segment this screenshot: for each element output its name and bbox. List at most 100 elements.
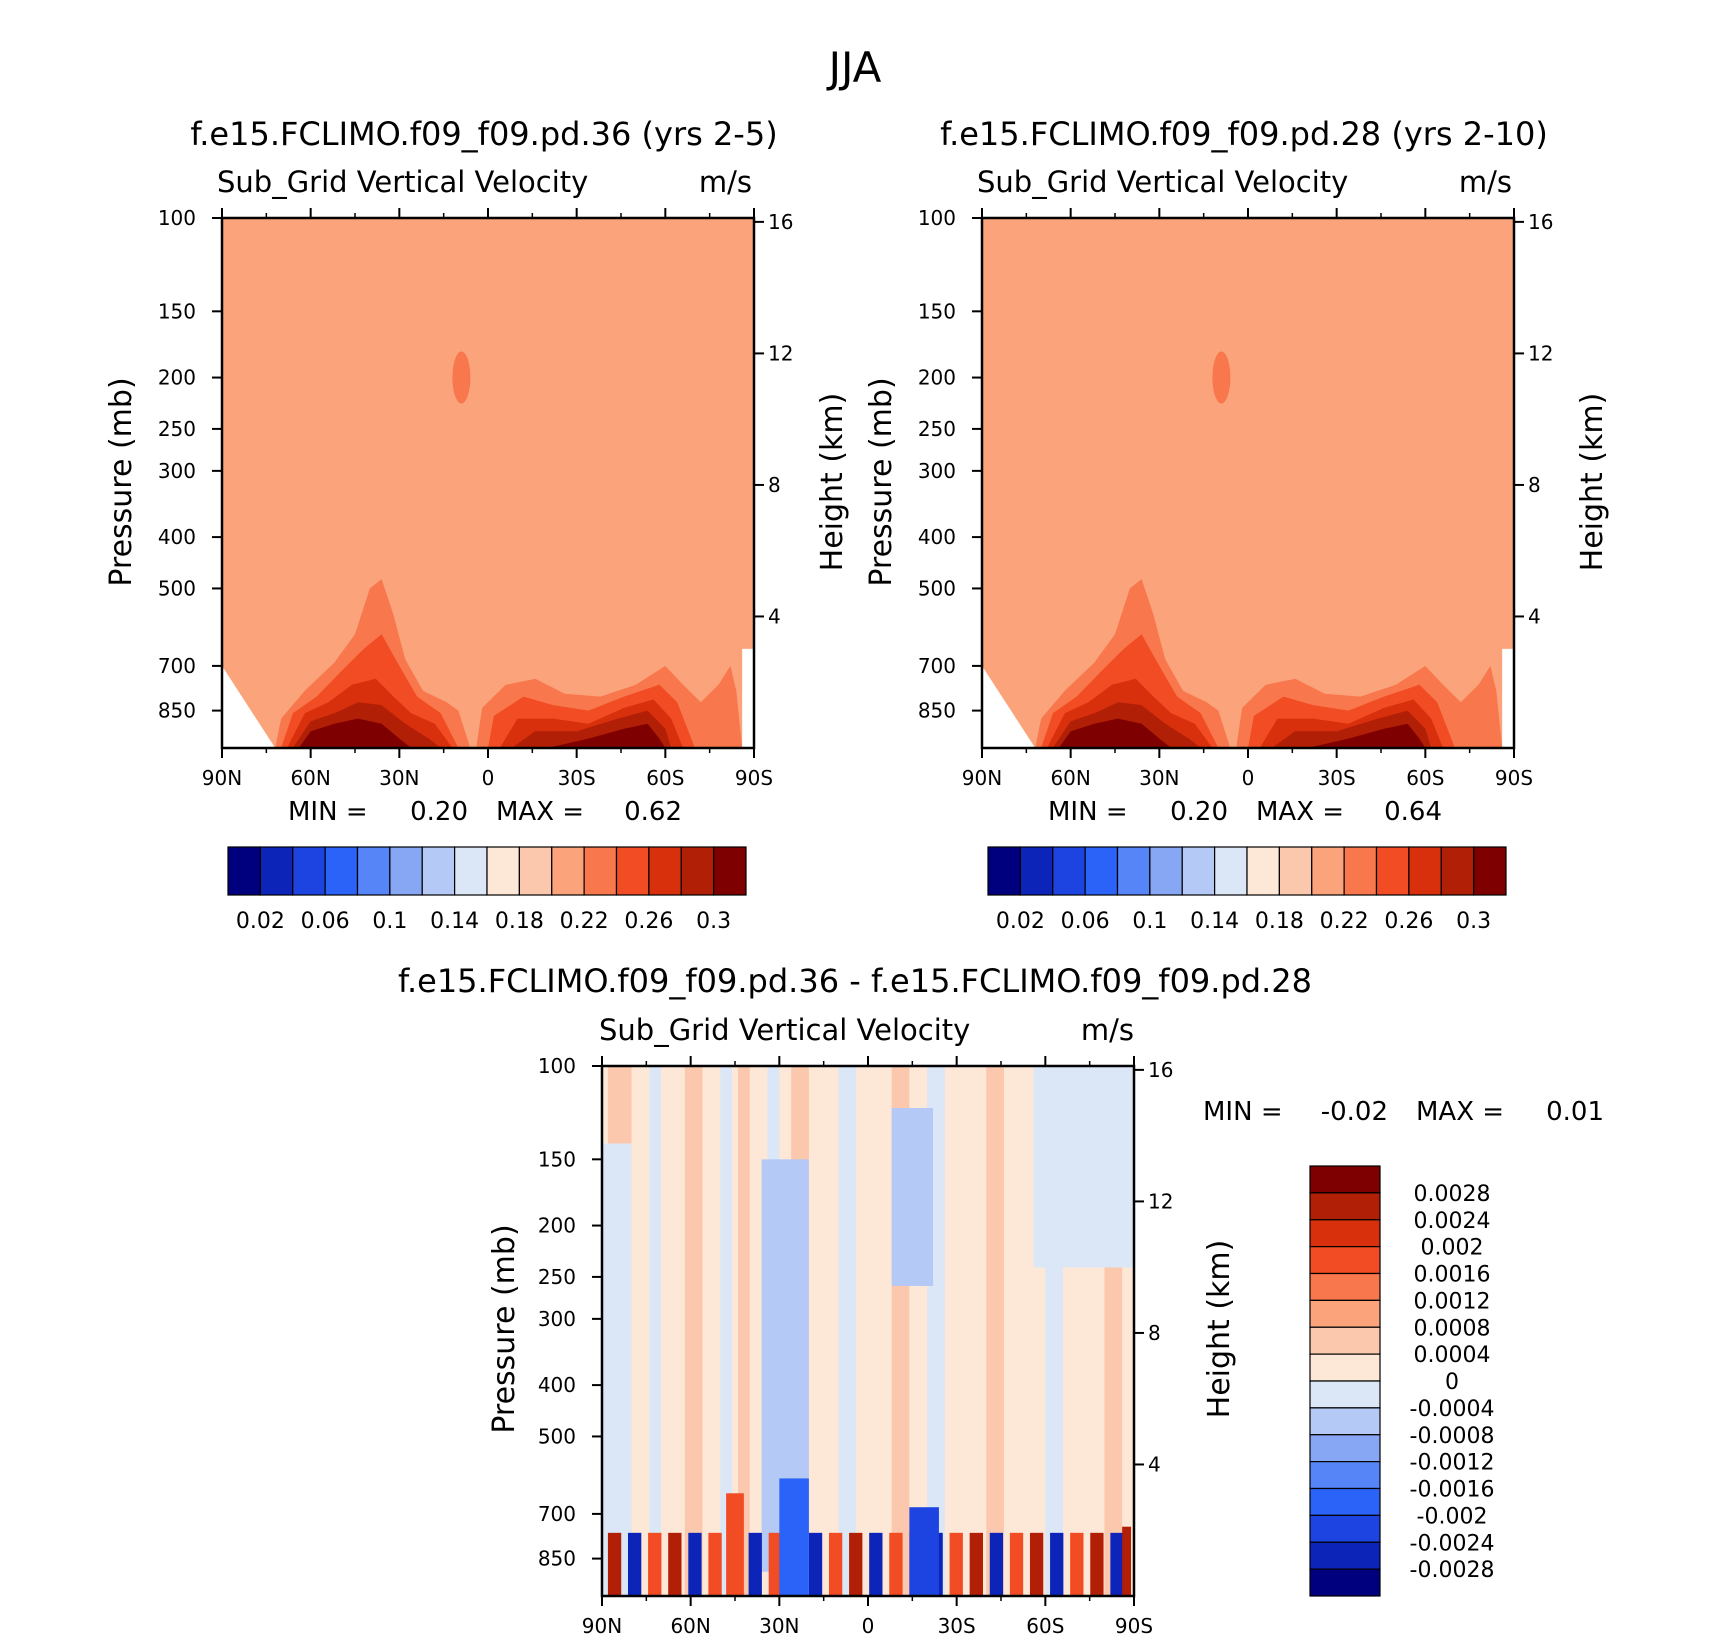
y-tick-label: 400 bbox=[918, 525, 956, 549]
min-label: MIN = bbox=[1203, 1097, 1283, 1127]
contour-band bbox=[648, 1532, 662, 1596]
colorbar-swatch bbox=[1246, 846, 1280, 896]
panel-3-difference: f.e15.FCLIMO.f09_f09.pd.36 - f.e15.FCLIM… bbox=[398, 962, 1604, 1638]
contour-lobe bbox=[547, 723, 666, 748]
y-tick-label: 100 bbox=[918, 206, 956, 230]
y2-tick-label: 8 bbox=[1528, 473, 1541, 497]
x-tick-label: 60N bbox=[670, 1614, 710, 1638]
y-tick-label: 700 bbox=[158, 654, 196, 678]
contour-blob bbox=[452, 351, 471, 404]
y-tick-label: 300 bbox=[158, 459, 196, 483]
colorbar-swatch bbox=[292, 846, 326, 896]
x-tick-label: 90S bbox=[735, 766, 773, 790]
colorbar-label: 0.02 bbox=[996, 909, 1045, 934]
contour-region bbox=[891, 1107, 934, 1286]
contour-streak bbox=[986, 1066, 1004, 1596]
colorbar-label: 0.06 bbox=[301, 909, 350, 934]
colorbar: 0.02 0.06 0.1 0.14 0.18 0.22 0.26 0.3 bbox=[227, 846, 747, 934]
y-tick-label: 700 bbox=[918, 654, 956, 678]
case-title: f.e15.FCLIMO.f09_f09.pd.28 (yrs 2-10) bbox=[940, 115, 1548, 153]
contour-band bbox=[889, 1532, 903, 1596]
contour-band bbox=[1122, 1526, 1132, 1596]
colorbar-swatch bbox=[583, 846, 618, 896]
colorbar-label: 0.22 bbox=[560, 909, 609, 934]
contour-band bbox=[969, 1532, 983, 1596]
y-tick-label: 300 bbox=[538, 1307, 576, 1331]
colorbar-swatch bbox=[1309, 1514, 1381, 1543]
colorbar-swatch bbox=[1084, 846, 1119, 896]
colorbar-label: 0.14 bbox=[430, 909, 479, 934]
contour-streak bbox=[838, 1066, 857, 1596]
contour-band bbox=[779, 1478, 809, 1596]
colorbar-label: 0.18 bbox=[495, 909, 544, 934]
colorbar-label: 0.3 bbox=[1456, 909, 1491, 934]
contour-band bbox=[726, 1493, 744, 1596]
x-tick-label: 60S bbox=[646, 766, 684, 790]
contour-band bbox=[1090, 1532, 1104, 1596]
x-tick-label: 30S bbox=[558, 766, 596, 790]
contour-region bbox=[602, 1143, 632, 1596]
y-tick-label: 150 bbox=[918, 299, 956, 323]
colorbar-label: 0.02 bbox=[236, 909, 285, 934]
contour-band bbox=[1070, 1532, 1084, 1596]
contour-band bbox=[668, 1532, 682, 1596]
missing-area bbox=[982, 665, 1036, 748]
contour-band bbox=[1009, 1532, 1024, 1596]
missing-area bbox=[742, 648, 754, 748]
x-tick-label: 0 bbox=[862, 1614, 875, 1638]
y-axis-label: Pressure (mb) bbox=[487, 1224, 522, 1433]
contour-blob bbox=[1212, 351, 1231, 404]
colorbar-swatch bbox=[1309, 1192, 1381, 1221]
y2-tick-label: 12 bbox=[1148, 1189, 1173, 1213]
x-tick-label: 30N bbox=[759, 1614, 799, 1638]
y2-tick-label: 4 bbox=[768, 604, 781, 628]
colorbar-swatch bbox=[1309, 1380, 1381, 1409]
colorbar-label: 0.002 bbox=[1421, 1236, 1484, 1261]
colorbar-label: -0.0008 bbox=[1410, 1424, 1495, 1449]
colorbar-swatch bbox=[680, 846, 715, 896]
panel-1: f.e15.FCLIMO.f09_f09.pd.36 (yrs 2-5) Sub… bbox=[104, 115, 850, 934]
colorbar: 0.00280.00240.0020.00160.00120.00080.000… bbox=[1309, 1165, 1495, 1597]
figure-title: JJA bbox=[826, 43, 882, 92]
x-tick-label: 30S bbox=[1318, 766, 1356, 790]
colorbar-label: -0.0016 bbox=[1410, 1478, 1495, 1503]
contour-region bbox=[1033, 1066, 1134, 1268]
contour-streak bbox=[737, 1066, 750, 1596]
max-value: 0.01 bbox=[1546, 1097, 1604, 1127]
colorbar-label: 0.1 bbox=[372, 909, 407, 934]
min-value: -0.02 bbox=[1321, 1097, 1388, 1127]
max-label: MAX = bbox=[1256, 797, 1344, 827]
y2-tick-label: 4 bbox=[1148, 1452, 1161, 1476]
y2-tick-label: 16 bbox=[1148, 1058, 1173, 1082]
contour-band bbox=[768, 1532, 782, 1596]
colorbar-swatch bbox=[1309, 1434, 1381, 1463]
y-tick-label: 200 bbox=[158, 366, 196, 390]
max-value: 0.64 bbox=[1384, 797, 1442, 827]
colorbar-swatch bbox=[1309, 1461, 1381, 1490]
y-tick-label: 250 bbox=[918, 417, 956, 441]
contour-field bbox=[602, 1066, 1134, 1596]
colorbar-swatch bbox=[1309, 1326, 1381, 1355]
colorbar-label: -0.0012 bbox=[1410, 1451, 1495, 1476]
contour-level-0.22 bbox=[222, 218, 754, 748]
y-tick-label: 850 bbox=[918, 699, 956, 723]
colorbar-label: 0.14 bbox=[1190, 909, 1239, 934]
colorbar-label: 0.18 bbox=[1255, 909, 1304, 934]
colorbar-swatch bbox=[648, 846, 682, 896]
y2-axis-label: Height (km) bbox=[1575, 393, 1610, 572]
plot-area: 90N 60N 30N 0 30S 60S 90S 100 150 200 250 300 400 500… bbox=[158, 206, 794, 790]
x-tick-label: 30S bbox=[938, 1614, 976, 1638]
colorbar-label: -0.0004 bbox=[1410, 1397, 1495, 1422]
colorbar-swatch bbox=[1440, 846, 1475, 896]
y-tick-label: 500 bbox=[538, 1424, 576, 1448]
contour-band bbox=[708, 1532, 722, 1596]
colorbar-swatch bbox=[1309, 1568, 1381, 1597]
colorbar-label: -0.002 bbox=[1417, 1504, 1488, 1529]
y-tick-label: 150 bbox=[538, 1147, 576, 1171]
contour-band bbox=[828, 1532, 843, 1596]
contour-band bbox=[628, 1532, 642, 1596]
missing-area bbox=[222, 665, 276, 748]
colorbar-swatch bbox=[1309, 1246, 1381, 1275]
colorbar-label: 0.06 bbox=[1061, 909, 1110, 934]
